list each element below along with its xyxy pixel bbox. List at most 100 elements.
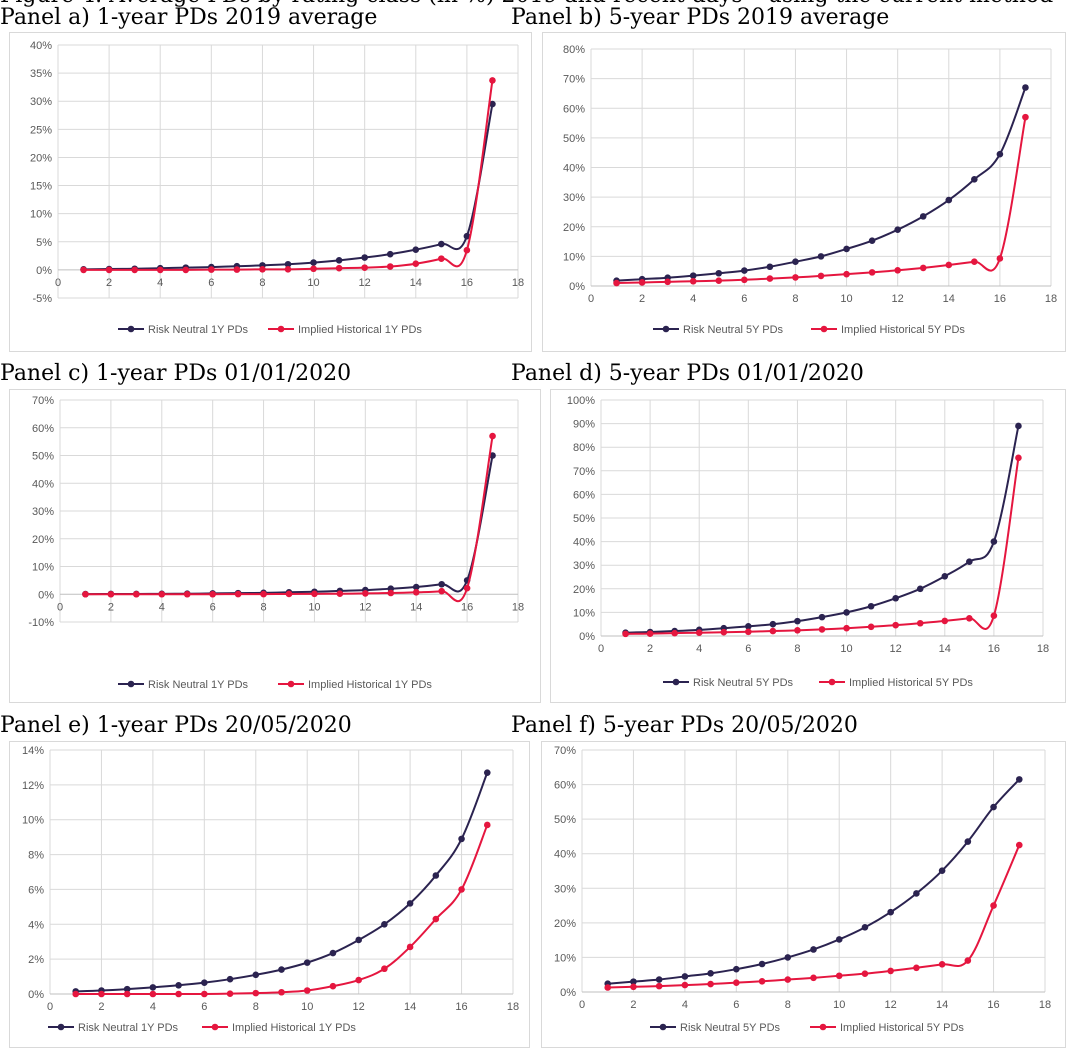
risk-neutral-point [941, 572, 949, 580]
historical-point [489, 432, 496, 440]
x-tick-label: 4 [696, 643, 702, 655]
legend-risk-neutral-marker [662, 325, 670, 333]
risk-neutral-point [938, 867, 946, 874]
risk-neutral-point [887, 908, 894, 916]
historical-point [72, 990, 80, 998]
risk-neutral-point [758, 960, 766, 968]
legend-historical-marker [287, 680, 295, 688]
historical-point [681, 981, 689, 989]
legend-historical-label: Implied Historical 1Y PDs [298, 324, 422, 336]
historical-point [183, 590, 191, 598]
historical-point [971, 258, 978, 266]
y-tick-label: 0% [579, 631, 595, 643]
historical-point [894, 267, 901, 274]
x-tick-label: 16 [994, 293, 1006, 305]
x-tick-label: 8 [794, 643, 800, 655]
historical-point [792, 274, 799, 281]
historical-point [638, 279, 646, 286]
y-tick-label: 40% [32, 478, 54, 490]
historical-point [182, 266, 190, 274]
historical-point [784, 976, 792, 983]
historical-point [913, 964, 920, 972]
historical-point [835, 972, 843, 980]
panel-f-svg: 0% 10% 20% 30% 40% 50% 60% 70% 0 2 4 6 8 10 12 14 16 18 Ri… [554, 745, 1051, 1034]
risk-neutral-point [303, 959, 311, 966]
risk-neutral-point [483, 769, 491, 776]
historical-point [156, 266, 164, 274]
historical-point [381, 965, 388, 973]
risk-neutral-point [971, 176, 978, 183]
y-tick-label: 90% [573, 419, 595, 431]
historical-point [252, 989, 260, 997]
x-tick-label: 12 [885, 999, 897, 1011]
historical-line [607, 844, 1021, 989]
risk-neutral-point [733, 965, 740, 973]
historical-line [85, 435, 494, 603]
x-tick-label: 4 [150, 1001, 156, 1013]
x-tick-label: 12 [359, 601, 371, 613]
figure-caption-cut: Figure 4. Average PDs by rating class (i… [0, 0, 1053, 8]
risk-neutral-point [745, 623, 752, 630]
risk-neutral-line [625, 425, 1020, 634]
y-tick-label: 80% [573, 442, 595, 454]
historical-point [966, 615, 973, 622]
y-tick-label: 10% [573, 607, 595, 619]
historical-point [438, 587, 445, 595]
historical-point [766, 275, 774, 282]
x-tick-label: 8 [259, 277, 265, 289]
y-tick-label: 10% [32, 562, 54, 574]
x-tick-label: 4 [690, 293, 696, 305]
x-tick-label: 6 [733, 999, 739, 1011]
risk-neutral-point [329, 949, 337, 957]
legend-risk-neutral-marker [672, 678, 680, 686]
y-tick-label: 40% [30, 40, 52, 52]
historical-point [671, 629, 678, 637]
x-tick-label: 2 [639, 293, 645, 305]
y-tick-label: 60% [32, 423, 54, 435]
risk-neutral-point [252, 971, 260, 979]
x-tick-label: 0 [588, 293, 594, 305]
risk-neutral-point [1015, 422, 1022, 430]
risk-neutral-point [489, 100, 496, 108]
historical-point [406, 943, 414, 951]
historical-point [233, 266, 241, 273]
risk-neutral-point [996, 150, 1004, 158]
risk-neutral-point [630, 978, 637, 985]
risk-neutral-point [655, 976, 663, 983]
risk-neutral-point [386, 250, 394, 258]
historical-point [769, 627, 777, 635]
panel-f-chart: 0% 10% 20% 30% 40% 50% 60% 70% 0 2 4 6 8 10 12 14 16 18 Ri… [541, 741, 1066, 1048]
panel-d-svg: 0% 10% 20% 30% 40% 50% 60% 70% 80% 90% 100% 0 2 4 6 8 10… [567, 395, 1049, 689]
risk-neutral-point [990, 803, 997, 811]
y-tick-label: 20% [30, 152, 52, 164]
historical-point [945, 261, 953, 269]
legend-historical-marker [828, 678, 836, 686]
historical-point [463, 584, 471, 592]
y-tick-label: 50% [554, 814, 576, 826]
y-tick-label: 80% [563, 44, 585, 56]
risk-neutral-point [226, 975, 234, 983]
x-tick-label: 8 [260, 601, 266, 613]
risk-neutral-line [616, 87, 1027, 282]
legend-risk-neutral-marker [57, 1023, 65, 1031]
historical-point [919, 264, 927, 272]
x-tick-label: 14 [410, 277, 422, 289]
x-tick-label: 16 [461, 601, 473, 613]
risk-neutral-point [810, 946, 817, 953]
risk-neutral-point [784, 954, 792, 961]
risk-neutral-point [843, 245, 850, 253]
panel-e-caption: Panel e) 1-year PDs 20/05/2020 [0, 713, 352, 738]
legend-historical-label: Implied Historical 5Y PDs [840, 1022, 964, 1034]
x-tick-label: 18 [512, 277, 524, 289]
x-tick-label: 10 [308, 601, 320, 613]
x-tick-label: 0 [55, 277, 61, 289]
y-tick-label: 6% [28, 884, 44, 896]
risk-neutral-point [681, 973, 689, 980]
y-tick-label: 10% [554, 952, 576, 964]
risk-neutral-point [355, 936, 362, 944]
historical-point [887, 967, 894, 975]
historical-point [310, 265, 317, 273]
x-tick-label: 0 [579, 999, 585, 1011]
y-tick-label: 0% [36, 265, 52, 277]
x-tick-label: 2 [106, 277, 112, 289]
